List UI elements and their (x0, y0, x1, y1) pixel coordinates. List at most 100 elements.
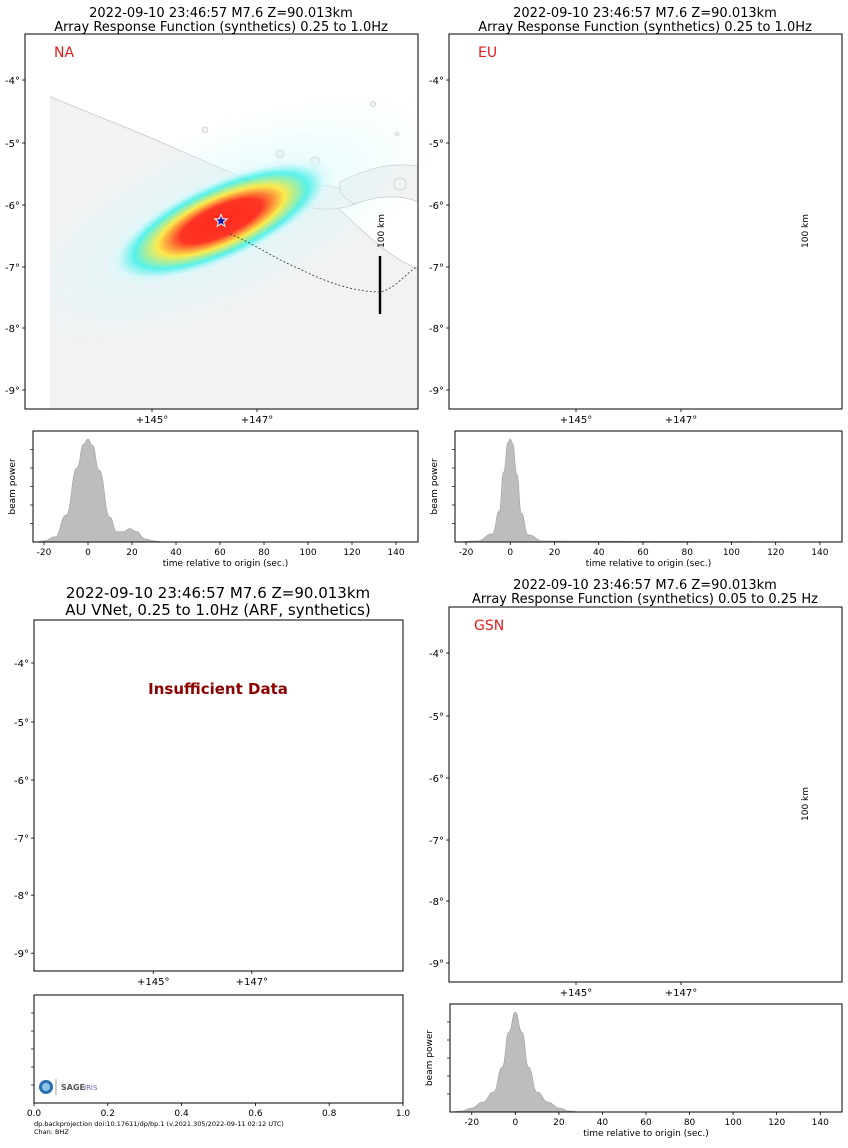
y-axis-label: beam power (430, 458, 440, 515)
map-border (448, 33, 843, 410)
x-tick-label: 20 (553, 1118, 565, 1128)
lat-tick-label: -9° (5, 386, 20, 397)
y-axis-label: beam power (8, 458, 18, 515)
x-tick-label: 0.2 (101, 1109, 115, 1119)
lon-tick-label: +145° (136, 415, 168, 426)
lat-tick-label: -7° (429, 836, 444, 847)
x-tick-label: 0 (507, 548, 513, 558)
lat-tick-label: -9° (429, 386, 444, 397)
lat-tick-label: -8° (14, 891, 29, 902)
logo-subtext: IRIS (84, 1084, 98, 1092)
lat-tick-label: -4° (5, 76, 20, 87)
lat-tick-label: -8° (429, 324, 444, 335)
lat-tick-label: -6° (5, 201, 20, 212)
logo-globe-inner (42, 1083, 50, 1091)
lat-tick-label: -7° (14, 834, 29, 845)
x-tick-label: 140 (387, 548, 404, 558)
empty-plot: 0.0 0.2 0.4 0.6 0.8 1.0 (27, 994, 411, 1119)
lat-tick-label: -7° (5, 263, 20, 274)
lon-tick-label: +147° (665, 415, 697, 426)
x-tick-label: 1.0 (396, 1109, 411, 1119)
map-border (24, 33, 419, 410)
lon-tick-label: +147° (665, 988, 697, 999)
map-frame: 100 km -4° -5° -6° -7° -8° -9° +145° +147° (429, 33, 843, 426)
map-content (50, 92, 442, 410)
beam-power-plot: -20 0 20 40 60 80 100 120 140 time relative to or… (425, 1003, 843, 1139)
network-label: GSN (474, 618, 504, 634)
x-tick-label: -20 (459, 548, 474, 558)
title-line-1: 2022-09-10 23:46:57 M7.6 Z=90.013km (513, 6, 777, 21)
x-tick-label: 60 (637, 548, 649, 558)
lat-tick-label: -6° (14, 776, 29, 787)
network-label: EU (478, 45, 497, 61)
x-axis-label: time relative to origin (sec.) (163, 559, 288, 569)
lon-tick-label: +145° (560, 988, 592, 999)
footer-doi: dp.backprojection doi:10.17611/dp/bp.1 (… (34, 1120, 284, 1128)
lat-tick-label: -5° (14, 718, 29, 729)
x-tick-label: 20 (549, 548, 561, 558)
lat-tick-label: -7° (429, 263, 444, 274)
beam-power-plot: -20 0 20 40 60 80 100 120 140 time relative to or… (8, 430, 419, 569)
epicenter-star-icon (213, 213, 229, 228)
title-line-2: Array Response Function (synthetics) 0.2… (478, 20, 812, 35)
x-tick-label: 60 (640, 1118, 652, 1128)
lat-tick-label: -4° (429, 76, 444, 87)
lat-tick-label: -4° (429, 649, 444, 660)
x-tick-label: 40 (170, 548, 182, 558)
insufficient-data-message: Insufficient Data (148, 680, 288, 698)
lon-tick-label: +147° (241, 415, 273, 426)
x-tick-label: 60 (214, 548, 226, 558)
scale-bar-label: 100 km (377, 214, 387, 248)
beam-power-area (454, 438, 843, 543)
beam-power-area (32, 438, 418, 543)
map-frame: -4° -5° -6° -7° -8° -9° +145° +147° (14, 619, 404, 988)
logo-text: SAGE (61, 1083, 85, 1092)
x-tick-label: 0.4 (174, 1109, 189, 1119)
panel-eu: 2022-09-10 23:46:57 M7.6 Z=90.013km Arra… (429, 6, 843, 569)
lat-tick-label: -8° (429, 897, 444, 908)
title-line-2: AU VNet, 0.25 to 1.0Hz (ARF, synthetics) (65, 601, 370, 619)
sage-iris-logo: SAGE IRIS (39, 1079, 98, 1095)
map-frame: 100 km -4° -5° -6° -7° -8° -9° +145° +147° (5, 33, 442, 426)
scale-bar-label: 100 km (801, 214, 811, 248)
sea (449, 34, 842, 409)
map-frame: 100 km -4° -5° -6° -7° -8° -9° +145° +147° (429, 606, 843, 999)
lon-tick-label: +145° (137, 977, 169, 988)
x-tick-label: 0 (512, 1118, 518, 1128)
x-tick-label: 0.0 (27, 1109, 42, 1119)
x-tick-label: 100 (299, 548, 316, 558)
x-tick-label: 0.6 (248, 1109, 263, 1119)
lat-tick-label: -4° (14, 659, 29, 670)
x-tick-label: 20 (126, 548, 138, 558)
beam-power-plot: -20 0 20 40 60 80 100 120 140 time relative to or… (430, 430, 843, 569)
y-axis-label: beam power (425, 1030, 435, 1087)
beam-power-area (449, 1011, 842, 1113)
panel-au-vnet: 2022-09-10 23:46:57 M7.6 Z=90.013km AU V… (14, 584, 410, 1136)
plot-background (34, 995, 403, 1103)
x-tick-label: 80 (258, 548, 270, 558)
trench-line (229, 233, 419, 293)
x-tick-label: 40 (597, 1118, 609, 1128)
lon-tick-label: +147° (236, 977, 268, 988)
scale-bar-label: 100 km (801, 787, 811, 821)
x-tick-label: 80 (684, 1118, 696, 1128)
x-tick-label: 0.8 (322, 1109, 337, 1119)
x-tick-label: 100 (723, 548, 740, 558)
panel-gsn: 2022-09-10 23:46:57 M7.6 Z=90.013km Arra… (425, 578, 843, 1139)
x-tick-label: 120 (343, 548, 360, 558)
x-tick-label: 140 (812, 1118, 829, 1128)
title-line-1: 2022-09-10 23:46:57 M7.6 Z=90.013km (513, 578, 777, 593)
lat-tick-label: -6° (429, 774, 444, 785)
lat-tick-label: -9° (14, 949, 29, 960)
lon-tick-label: +145° (560, 415, 592, 426)
lat-tick-label: -9° (429, 959, 444, 970)
map-border (33, 619, 404, 972)
title-line-2: Array Response Function (synthetics) 0.0… (472, 592, 818, 607)
sea (449, 607, 842, 982)
lat-tick-label: -5° (5, 139, 20, 150)
x-tick-label: -20 (37, 548, 52, 558)
lat-tick-label: -6° (429, 201, 444, 212)
x-axis-label: time relative to origin (sec.) (583, 1129, 708, 1139)
lat-tick-label: -8° (5, 324, 20, 335)
